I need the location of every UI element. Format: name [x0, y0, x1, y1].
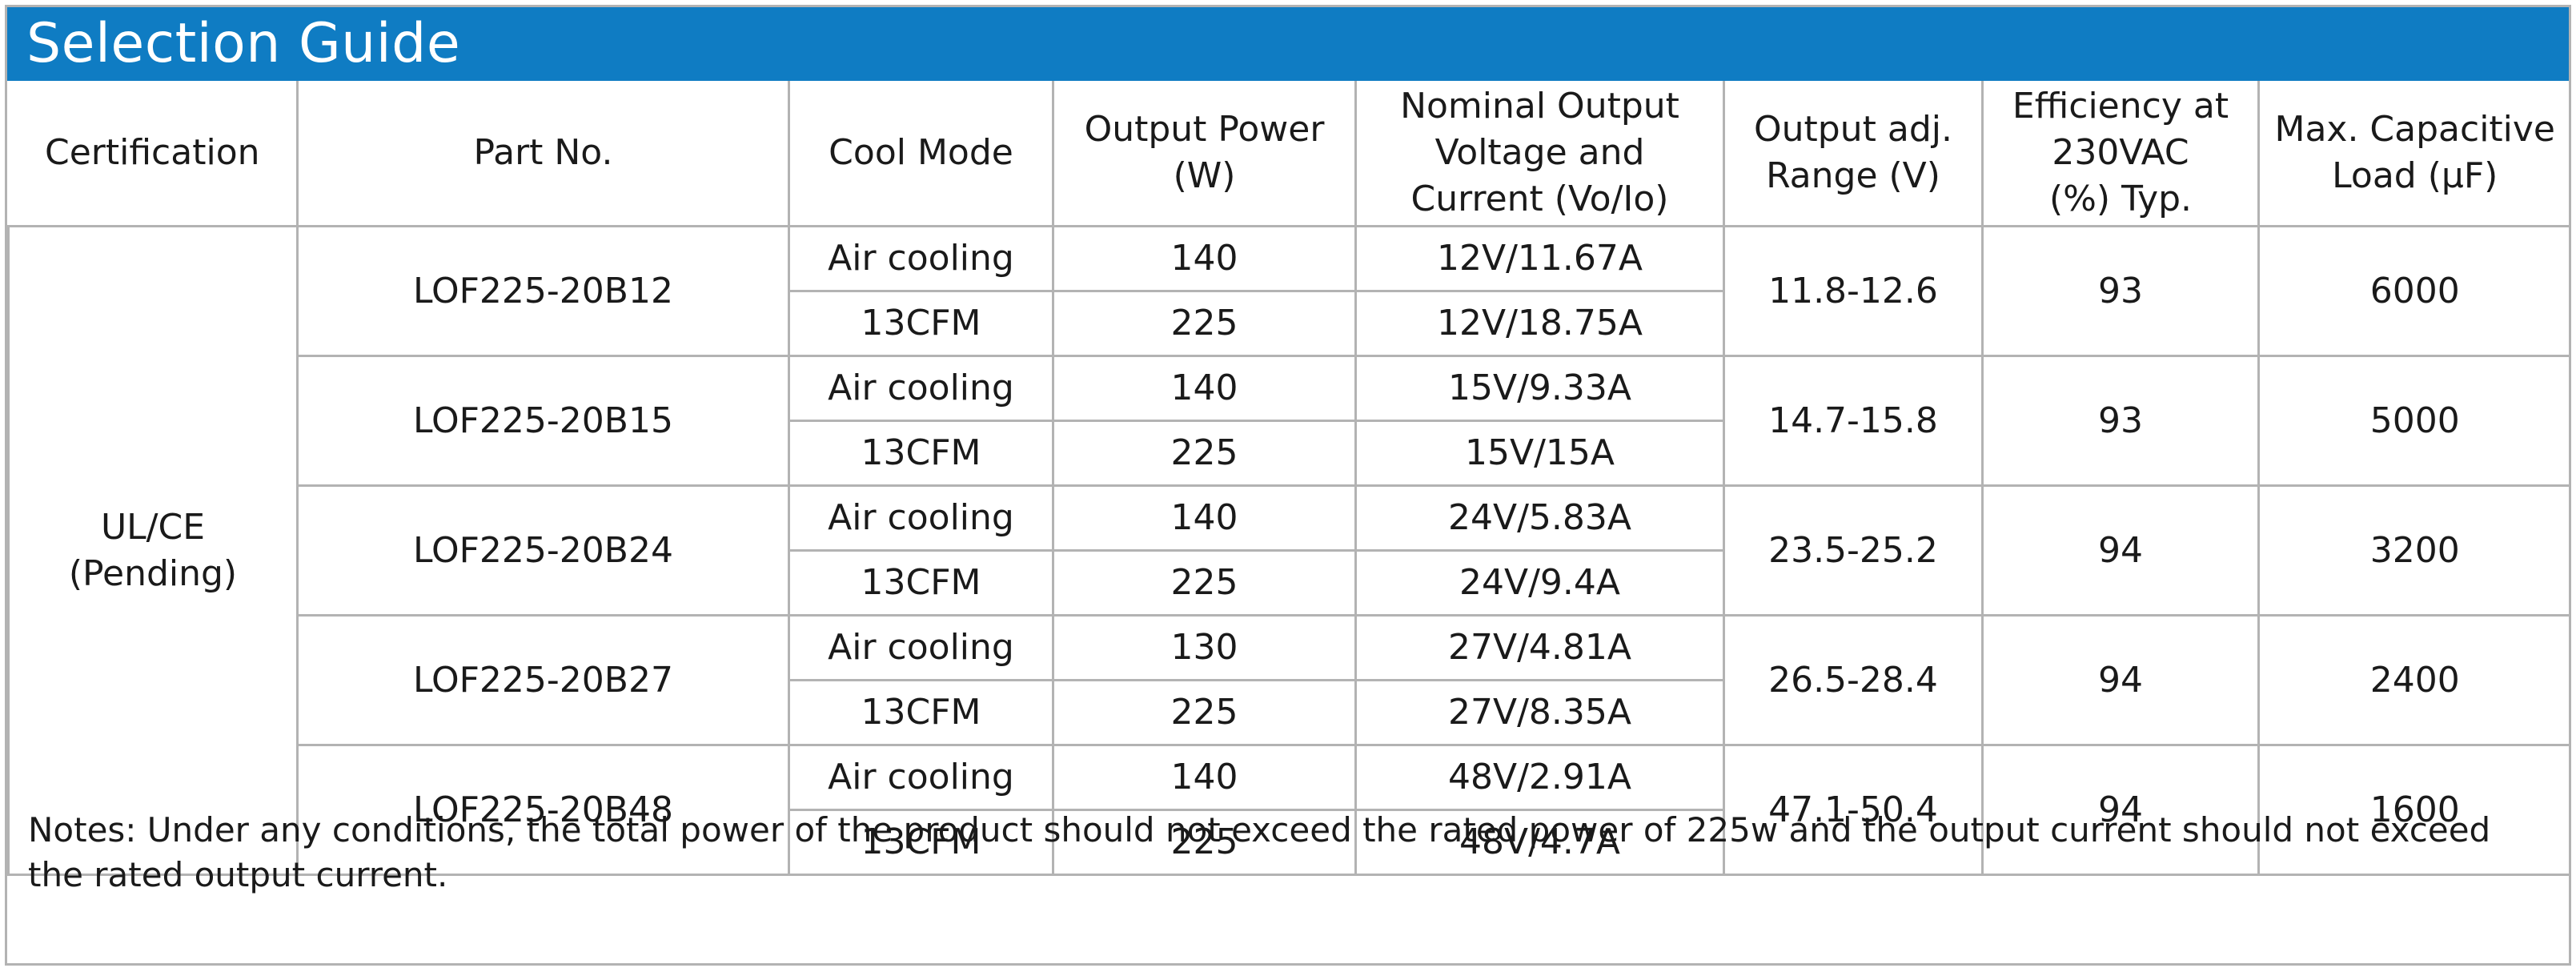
- capacitive-load-cell: 5000: [2257, 355, 2570, 487]
- capacitive-load-cell: 2400: [2257, 614, 2570, 746]
- nominal-output-cell: 27V/8.35A: [1354, 679, 1724, 746]
- output-power-cell: 140: [1052, 484, 1357, 552]
- adj-range-cell: 14.7-15.8: [1723, 355, 1984, 487]
- notes-text: Notes: Under any conditions, the total p…: [28, 810, 2491, 894]
- header-line: Max. Capacitive: [2274, 109, 2556, 150]
- header-line: 230VAC: [2052, 132, 2189, 173]
- efficiency-cell: 94: [1981, 744, 2260, 876]
- cool-mode-cell: Air cooling: [788, 225, 1054, 292]
- header-line: Current (Vo/Io): [1410, 179, 1669, 219]
- header-row: Certification Part No. Cool Mode Output …: [8, 81, 2570, 227]
- nominal-output-cell: 48V/4.7A: [1354, 809, 1724, 876]
- header-output-power: Output Power (W): [1052, 81, 1357, 227]
- output-power-cell: 130: [1052, 614, 1357, 681]
- page-title: Selection Guide: [26, 12, 461, 75]
- output-power-cell: 225: [1052, 809, 1357, 876]
- adj-range-cell: 26.5-28.4: [1723, 614, 1984, 746]
- output-power-cell: 140: [1052, 225, 1357, 292]
- certification-line: (Pending): [68, 552, 238, 594]
- nominal-output-cell: 15V/9.33A: [1354, 355, 1725, 422]
- output-power-cell: 140: [1052, 744, 1357, 811]
- table-row: LOF225-20B15 Air cooling 140 15V/9.33A 1…: [9, 355, 2570, 487]
- part-no-cell: LOF225-20B24: [296, 484, 790, 617]
- nominal-output-cell: 24V/9.4A: [1354, 549, 1724, 617]
- table-row: 13CFM 225 24V/9.4A: [9, 549, 2570, 617]
- nominal-output-cell: 12V/18.75A: [1354, 290, 1724, 357]
- header-line: Part No.: [473, 132, 613, 173]
- header-part-no: Part No.: [296, 81, 790, 227]
- part-no-cell: LOF225-20B27: [296, 614, 790, 746]
- table-row: 13CFM 225 15V/15A: [9, 420, 2570, 487]
- certification-cell: UL/CE (Pending): [7, 225, 299, 876]
- output-power-cell: 225: [1052, 549, 1357, 617]
- header-line: Nominal Output: [1400, 86, 1679, 127]
- capacitive-load-cell: 3200: [2257, 484, 2570, 617]
- output-power-cell: 225: [1052, 679, 1357, 746]
- header-line: Output adj.: [1754, 109, 1952, 150]
- efficiency-cell: 94: [1981, 614, 2260, 746]
- efficiency-cell: 93: [1981, 225, 2260, 357]
- efficiency-cell: 94: [1981, 484, 2260, 617]
- part-no-cell: LOF225-20B48: [296, 744, 790, 876]
- adj-range-cell: 23.5-25.2: [1723, 484, 1984, 617]
- header-line: (%) Typ.: [2048, 179, 2193, 219]
- table-row: LOF225-20B27 Air cooling 130 27V/4.81A 2…: [9, 614, 2570, 746]
- header-line: (W): [1173, 155, 1236, 196]
- capacitive-load-cell: 1600: [2257, 744, 2570, 876]
- header-line: Cool Mode: [829, 132, 1013, 173]
- table-row: LOF225-20B24 Air cooling 140 24V/5.83A 2…: [9, 484, 2570, 617]
- output-power-cell: 225: [1052, 290, 1357, 357]
- certification-line: UL/CE: [100, 506, 206, 548]
- selection-table: Certification Part No. Cool Mode Output …: [7, 81, 2570, 876]
- cool-mode-cell: 13CFM: [788, 679, 1054, 746]
- cool-mode-cell: 13CFM: [788, 290, 1054, 357]
- header-line: Efficiency at: [2012, 86, 2229, 127]
- header-line: Certification: [44, 132, 260, 173]
- header-cool-mode: Cool Mode: [788, 81, 1054, 227]
- cool-mode-cell: Air cooling: [788, 355, 1054, 422]
- cool-mode-cell: 13CFM: [788, 420, 1054, 487]
- cool-mode-cell: Air cooling: [788, 484, 1054, 552]
- nominal-output-cell: 24V/5.83A: [1354, 484, 1725, 552]
- adj-range-cell: 47.1-50.4: [1723, 744, 1984, 876]
- table-row: 13CFM 225 48V/4.7A: [9, 809, 2570, 876]
- nominal-output-cell: 27V/4.81A: [1354, 614, 1725, 681]
- header-line: Load (µF): [2332, 155, 2498, 196]
- header-certification: Certification: [8, 81, 299, 227]
- header-efficiency: Efficiency at 230VAC (%) Typ.: [1981, 81, 2260, 227]
- output-power-cell: 225: [1052, 420, 1357, 487]
- adj-range-cell: 11.8-12.6: [1723, 225, 1984, 357]
- header-line: Range (V): [1766, 155, 1940, 196]
- selection-guide-panel: Selection Guide Certification Part No. C: [5, 5, 2571, 966]
- efficiency-cell: 93: [1981, 355, 2260, 487]
- part-no-cell: LOF225-20B12: [296, 225, 790, 357]
- cool-mode-cell: 13CFM: [788, 809, 1054, 876]
- header-nominal-output: Nominal Output Voltage and Current (Vo/I…: [1354, 81, 1725, 227]
- table-row: LOF225-20B48 Air cooling 140 48V/2.91A 4…: [9, 744, 2570, 876]
- output-power-cell: 140: [1052, 355, 1357, 422]
- header-adj-range: Output adj. Range (V): [1723, 81, 1984, 227]
- header-line: Output Power: [1084, 109, 1325, 150]
- table-row: UL/CE (Pending) LOF225-20B12 Air cooling…: [7, 225, 2570, 876]
- table-row: 13CFM 225 27V/8.35A: [9, 679, 2570, 746]
- nominal-output-cell: 15V/15A: [1354, 420, 1724, 487]
- nominal-output-cell: 12V/11.67A: [1354, 225, 1725, 292]
- header-line: Voltage and: [1434, 132, 1645, 173]
- cool-mode-cell: Air cooling: [788, 614, 1054, 681]
- title-bar: Selection Guide: [7, 7, 2569, 81]
- header-capacitive-load: Max. Capacitive Load (µF): [2257, 81, 2570, 227]
- table-row: 13CFM 225 12V/18.75A: [9, 290, 2570, 357]
- capacitive-load-cell: 6000: [2257, 225, 2570, 357]
- cool-mode-cell: 13CFM: [788, 549, 1054, 617]
- nominal-output-cell: 48V/2.91A: [1354, 744, 1725, 811]
- cool-mode-cell: Air cooling: [788, 744, 1054, 811]
- part-no-cell: LOF225-20B15: [296, 355, 790, 487]
